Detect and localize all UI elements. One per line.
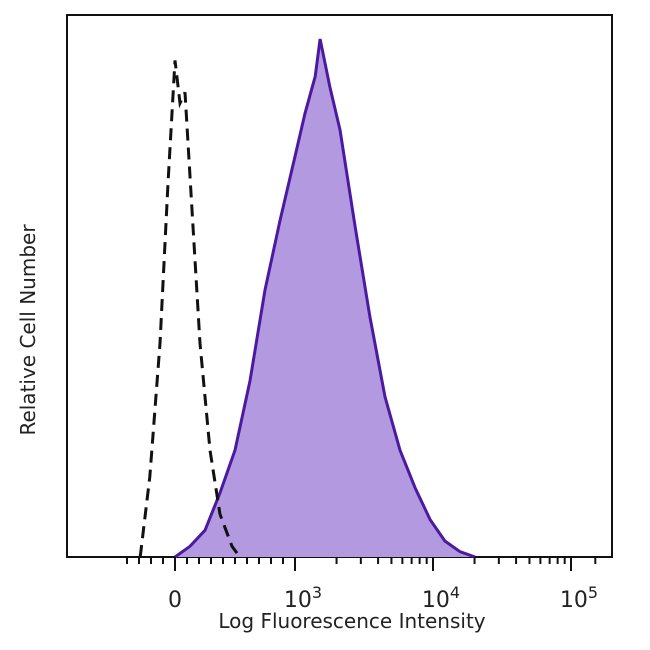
x-tick-label: 105 (560, 583, 598, 613)
x-tick-label: 103 (284, 583, 322, 613)
series-line-isotype-control (138, 60, 242, 558)
x-axis-label: Log Fluorescence Intensity (218, 609, 485, 633)
series-line-stained (174, 38, 476, 559)
x-tick-label: 0 (168, 588, 182, 613)
series-fill-stained (175, 39, 476, 557)
x-tick-label: 104 (422, 583, 460, 613)
y-axis-label: Relative Cell Number (16, 224, 40, 436)
